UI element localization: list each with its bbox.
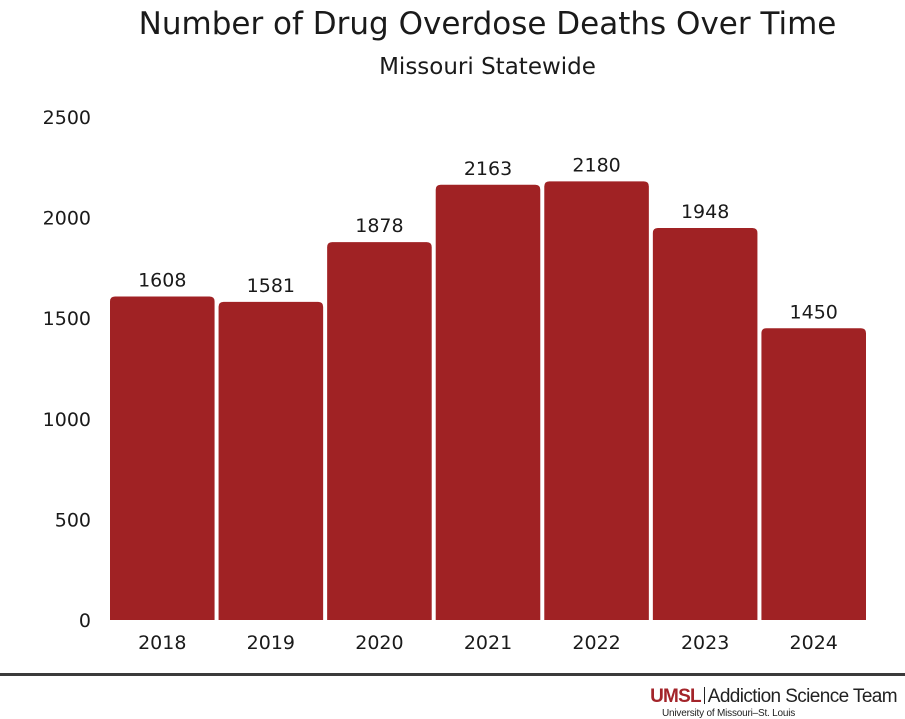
y-axis: 0 500 1000 1500 2000 2500 [43,107,91,632]
data-label-2019: 1581 [247,275,295,297]
bar-2019 [218,301,324,620]
y-tick-label: 1000 [43,409,91,431]
data-label-2021: 2163 [464,158,512,180]
value-labels: 1608 1581 1878 2163 2180 1948 1450 [138,154,838,323]
x-tick-label-2024: 2024 [790,632,838,654]
x-axis: 2018 2019 2020 2021 2022 2023 2024 [138,632,838,654]
bar-chart: 0 500 1000 1500 2000 2500 1608 1581 1878 2163 218… [43,107,866,654]
bar-2018 [110,296,215,620]
chart-title: Number of Drug Overdose Deaths Over Time [138,6,837,42]
y-tick-label: 1500 [43,308,91,330]
logo-wordmark: UMSL Addiction Science Team [650,686,897,708]
bars [110,181,866,621]
y-tick-label: 2000 [43,208,91,230]
logo-brand: UMSL [650,686,701,707]
y-tick-label: 500 [55,509,91,531]
x-tick-label-2018: 2018 [138,632,186,654]
y-tick-label: 2500 [43,107,91,129]
x-tick-label-2020: 2020 [355,632,403,654]
x-tick-label-2021: 2021 [464,632,512,654]
data-label-2020: 1878 [355,215,403,237]
bar-2021 [435,184,541,621]
y-tick-label: 0 [79,610,91,632]
bar-2022 [544,181,649,620]
logo-separator [703,687,705,704]
bar-2020 [327,242,432,620]
x-tick-label-2019: 2019 [247,632,295,654]
data-label-2018: 1608 [138,269,186,291]
data-label-2022: 2180 [572,154,620,176]
logo-university: University of Missouri–St. Louis [662,708,796,719]
data-label-2023: 1948 [681,201,729,223]
bar-2023 [652,228,758,621]
data-label-2024: 1450 [790,301,838,323]
x-tick-label-2022: 2022 [572,632,620,654]
x-tick-label-2023: 2023 [681,632,729,654]
bar-2024 [761,328,866,620]
footer-divider [0,673,905,676]
logo-team-name: Addiction Science Team [707,686,898,707]
umsl-logo: UMSL Addiction Science Team University of… [650,686,897,719]
chart-subtitle: Missouri Statewide [379,54,596,80]
